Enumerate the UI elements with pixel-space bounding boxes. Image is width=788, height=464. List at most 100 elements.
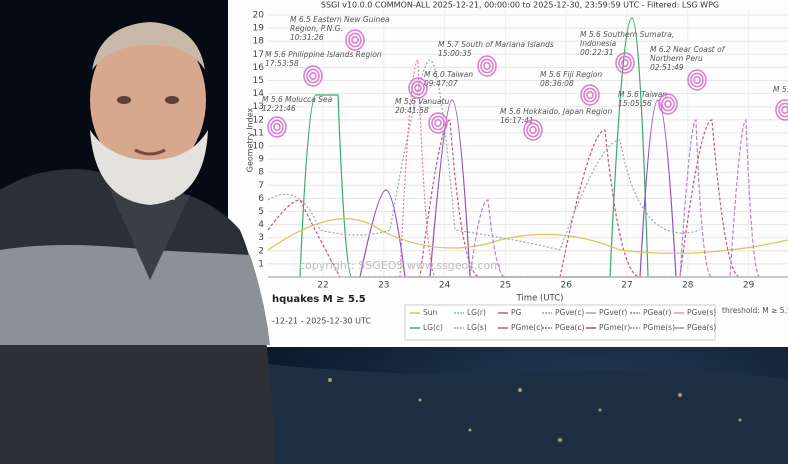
legend-label: PGve(s) — [687, 308, 716, 317]
decoration — [92, 22, 205, 70]
quake-marker — [523, 119, 543, 141]
quake-marker — [411, 80, 425, 96]
annotation-text: 10:31:26 — [290, 33, 324, 42]
quake-marker — [580, 84, 600, 106]
quake-marker — [618, 55, 632, 71]
presenter — [0, 22, 275, 464]
annotation-text: 00:22:31 — [580, 48, 614, 57]
quake-marker — [309, 71, 317, 81]
decoration — [134, 148, 166, 156]
quake-marker — [273, 122, 281, 132]
decoration — [399, 59, 437, 278]
annotation-text: M 5. — [773, 85, 788, 94]
quake-marker — [661, 96, 675, 112]
y-tick-label: 13 — [253, 102, 264, 112]
quake-marker — [267, 116, 287, 138]
x-tick-label: 25 — [500, 281, 511, 291]
annotation-text: 15:00:35 — [438, 49, 472, 58]
annotation-text: 12:21:46 — [262, 104, 296, 113]
quake-marker — [408, 77, 428, 99]
y-tick-label: 12 — [253, 115, 264, 125]
annotation-text: 15:05:56 — [618, 99, 652, 108]
y-tick-label: 9 — [258, 155, 264, 165]
legend: Sun LG(r) PG PGve(c) PGve(r) PGea(r) PGve(s) LG… — [410, 308, 716, 332]
quake-marker — [586, 90, 594, 100]
annotation-text: Region, P.N.G. — [290, 24, 343, 33]
annotation-text: 16:17:41 — [500, 116, 534, 125]
decoration — [110, 190, 190, 280]
annotation-text: M 5.6 Southern Sumatra, — [580, 30, 674, 39]
legend-label: PGve(r) — [599, 308, 627, 317]
y-tick-label: 18 — [253, 37, 265, 47]
y-tick-label: 19 — [253, 24, 265, 34]
legend-label: Sun — [423, 308, 438, 317]
chart-title: SSGI v10.0.0 COMMON-ALL 2025-12-21, 00:0… — [321, 1, 719, 10]
quake-marker — [693, 75, 701, 85]
annotation-text: Northern Peru — [650, 54, 703, 63]
annotation-text: M 6.5 Eastern New Guinea — [290, 15, 390, 24]
annotation-text: M 5.6 Fiji Region — [540, 70, 602, 79]
legend-label: PGea(c) — [555, 323, 585, 332]
annotation-text: 08:36:08 — [540, 79, 574, 88]
legend-label: LG(r) — [467, 308, 486, 317]
chart-panel — [228, 0, 788, 347]
quake-marker — [778, 102, 788, 118]
annotation-text: M 5.6 Taiwan — [618, 90, 667, 99]
decoration — [267, 59, 701, 251]
annotation-text: M 5.6 Vanuatu — [395, 97, 449, 106]
quake-marker — [658, 93, 678, 115]
legend-box — [404, 304, 716, 341]
legend-label: PGme(c) — [511, 323, 543, 332]
annotation-text: M 5.7 South of Mariana Islands — [438, 40, 554, 49]
quake-marker — [306, 68, 320, 84]
quake-marker — [348, 32, 362, 48]
x-axis-label: Time (UTC) — [516, 294, 564, 304]
decoration — [418, 398, 422, 402]
legend-label: PGea(r) — [643, 308, 672, 317]
quake-marker — [781, 105, 788, 115]
annotation-text: 02:51:49 — [650, 63, 684, 72]
quake-marker — [303, 65, 323, 87]
quake-marker — [526, 122, 540, 138]
decoration — [469, 119, 761, 278]
legend-label: PG — [511, 308, 522, 317]
quake-marker — [664, 99, 672, 109]
y-tick-label: 2 — [258, 246, 264, 256]
quake-marker — [270, 119, 284, 135]
decoration — [678, 393, 682, 397]
annotation-text: M 5.6 Philippine Islands Region — [265, 50, 382, 59]
y-tick-label: 16 — [253, 63, 265, 73]
decoration — [268, 17, 788, 278]
annotation-text: 20:41:58 — [395, 106, 429, 115]
x-tick-label: 24 — [439, 281, 451, 291]
y-axis-label: Geometry Index — [246, 108, 255, 173]
quake-marker — [434, 118, 442, 128]
x-tick-label: 28 — [682, 281, 694, 291]
decoration — [518, 388, 522, 392]
quake-marker — [483, 61, 491, 71]
decoration — [0, 245, 270, 345]
y-tick-label: 7 — [258, 181, 264, 191]
x-tick-label: 29 — [743, 281, 755, 291]
city-lights — [328, 378, 742, 442]
quake-marker — [621, 58, 629, 68]
quake-marker — [477, 55, 497, 77]
x-tick-label: 22 — [317, 281, 328, 291]
caption-title: hquakes M ≥ 5.5 — [272, 294, 366, 305]
y-tick-label: 14 — [253, 89, 265, 99]
decoration — [468, 428, 472, 432]
legend-label: PGme(r) — [599, 323, 630, 332]
y-tick-label: 5 — [258, 207, 264, 217]
quake-marker — [428, 112, 448, 134]
quake-marker — [345, 29, 365, 51]
decoration — [90, 130, 208, 205]
threshold-note: threshold: M ≥ 5.5 — [722, 306, 788, 315]
quake-marker — [480, 58, 494, 74]
y-tick-label: 8 — [258, 168, 264, 178]
decoration — [558, 438, 562, 442]
legend-label: PGme(s) — [643, 323, 675, 332]
